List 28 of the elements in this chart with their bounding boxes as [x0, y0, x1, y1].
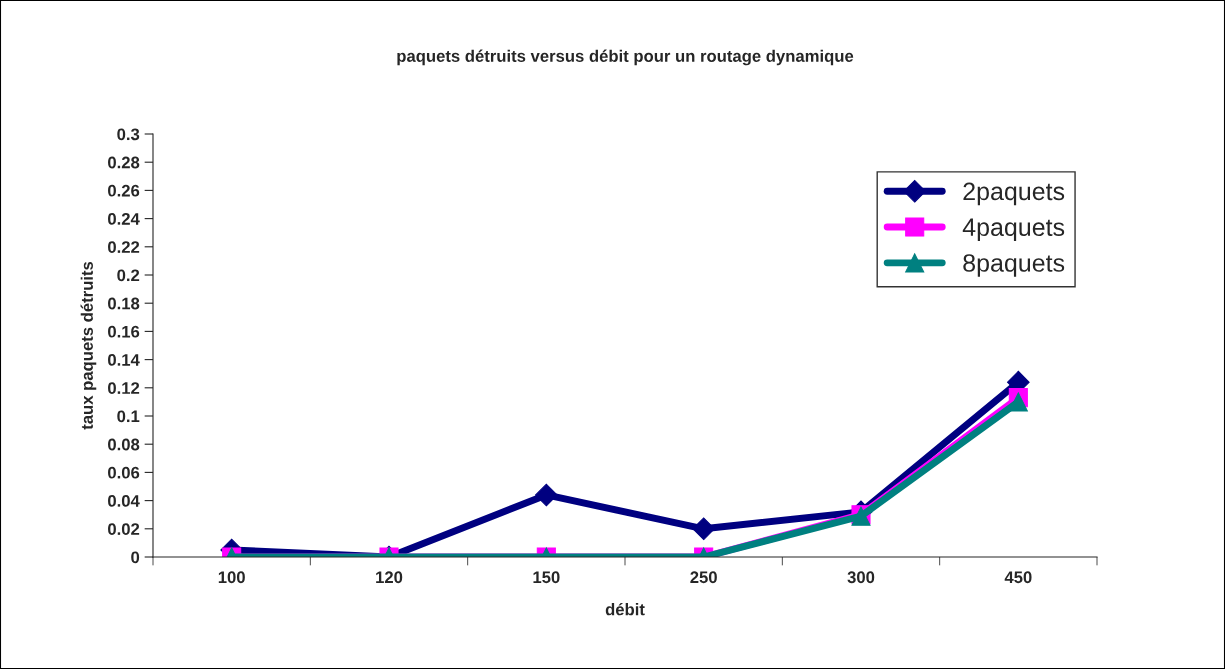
- x-tick-label: 120: [376, 571, 403, 584]
- legend-label: 2paquets: [963, 182, 1065, 206]
- x-tick-label: 450: [1004, 571, 1032, 584]
- x-axis-title: débit: [605, 602, 645, 616]
- y-axis-title: taux paquets détruits: [80, 261, 97, 430]
- y-tick-label: 0.24: [108, 213, 140, 225]
- legend-label: 4paquets: [962, 218, 1065, 241]
- y-tick-label: 0.16: [108, 325, 140, 338]
- y-tick-label: 0.12: [108, 382, 140, 394]
- x-tick-label: 250: [690, 571, 717, 584]
- y-tick-label: 0.08: [108, 438, 140, 451]
- y-tick-label: 0.3: [117, 128, 140, 141]
- x-tick-label: 100: [218, 571, 245, 584]
- y-tick-label: 0: [131, 551, 140, 564]
- y-tick-label: 0.04: [108, 495, 140, 507]
- y-tick-label: 0.18: [108, 297, 140, 310]
- y-tick-label: 0.06: [108, 466, 140, 479]
- y-tick-label: 0.2: [117, 269, 140, 282]
- legend-label: 8paquets: [963, 254, 1065, 277]
- x-tick-label: 150: [533, 571, 560, 584]
- y-tick-label: 0.02: [108, 523, 140, 535]
- y-tick-label: 0.1: [117, 410, 140, 423]
- x-tick-label: 300: [847, 571, 875, 584]
- y-tick-label: 0.22: [108, 241, 140, 253]
- y-tick-label: 0.14: [108, 354, 140, 366]
- chart-title: paquets détruits versus débit pour un routage dynamique: [397, 49, 854, 66]
- y-tick-label: 0.26: [108, 184, 140, 197]
- y-tick-label: 0.28: [108, 156, 140, 169]
